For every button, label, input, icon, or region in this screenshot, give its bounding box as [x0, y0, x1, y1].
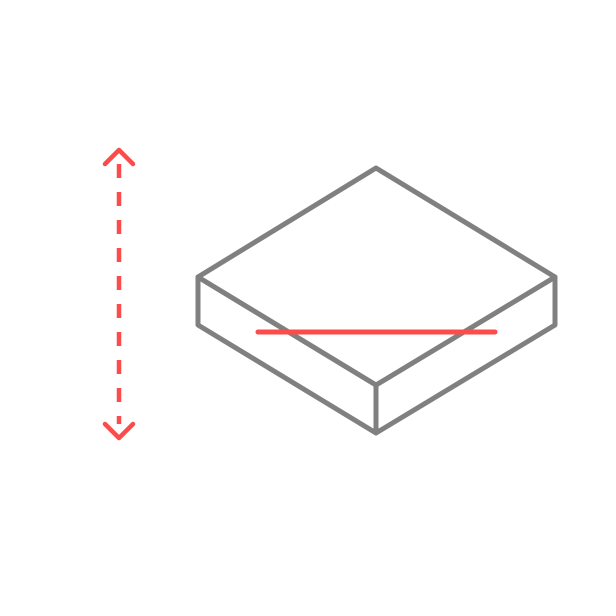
height-arrow-head-top [105, 150, 133, 164]
height-arrow-head-bottom [105, 424, 133, 438]
height-dimension-arrow [105, 150, 133, 438]
isometric-box [198, 168, 555, 433]
isometric-diagram [0, 0, 616, 616]
